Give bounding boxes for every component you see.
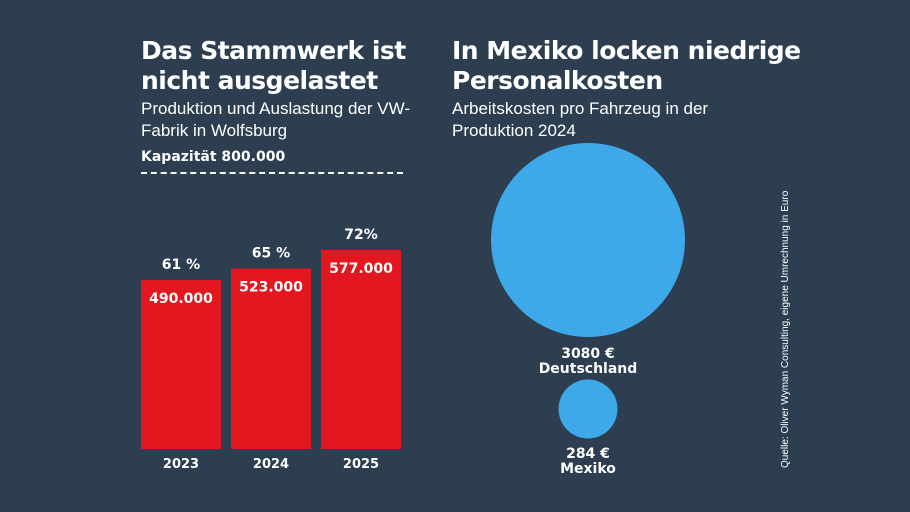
left-chart-subtitle: Produktion und Auslastung der VW-Fabrik … [141,99,411,140]
source-note: Quelle: Oliver Wyman Consulting, eigene … [780,190,791,468]
right-chart-title: In Mexiko locken niedrige Personalkosten [452,36,801,95]
right-chart-subtitle: Arbeitskosten pro Fahrzeug in der Produk… [452,99,709,140]
capacity-line [141,172,403,174]
bar-value-label: 523.000 [239,280,303,296]
bar-2024 [231,268,311,449]
bar-value-label: 577.000 [329,261,393,277]
utilization-label: 72% [344,227,378,243]
bubble-Mexiko [558,379,618,439]
left-chart-title: Das Stammwerk ist nicht ausgelastet [141,36,406,95]
utilization-label: 61 % [162,257,200,273]
bubble-value-label: 3080 € [561,346,615,362]
bar-value-label: 490.000 [149,291,213,307]
bar-2023 [141,279,221,449]
bubble-Deutschland [491,143,685,337]
utilization-label: 65 % [252,246,290,262]
bubble-category-label: Deutschland [539,361,638,377]
capacity-label: Kapazität 800.000 [141,149,286,165]
x-tick-label: 2024 [253,457,289,472]
x-tick-label: 2025 [343,457,379,472]
bubble-value-label: 284 € [566,446,610,462]
bar-2025 [321,249,401,449]
bubble-category-label: Mexiko [560,461,616,477]
x-tick-label: 2023 [163,457,199,472]
